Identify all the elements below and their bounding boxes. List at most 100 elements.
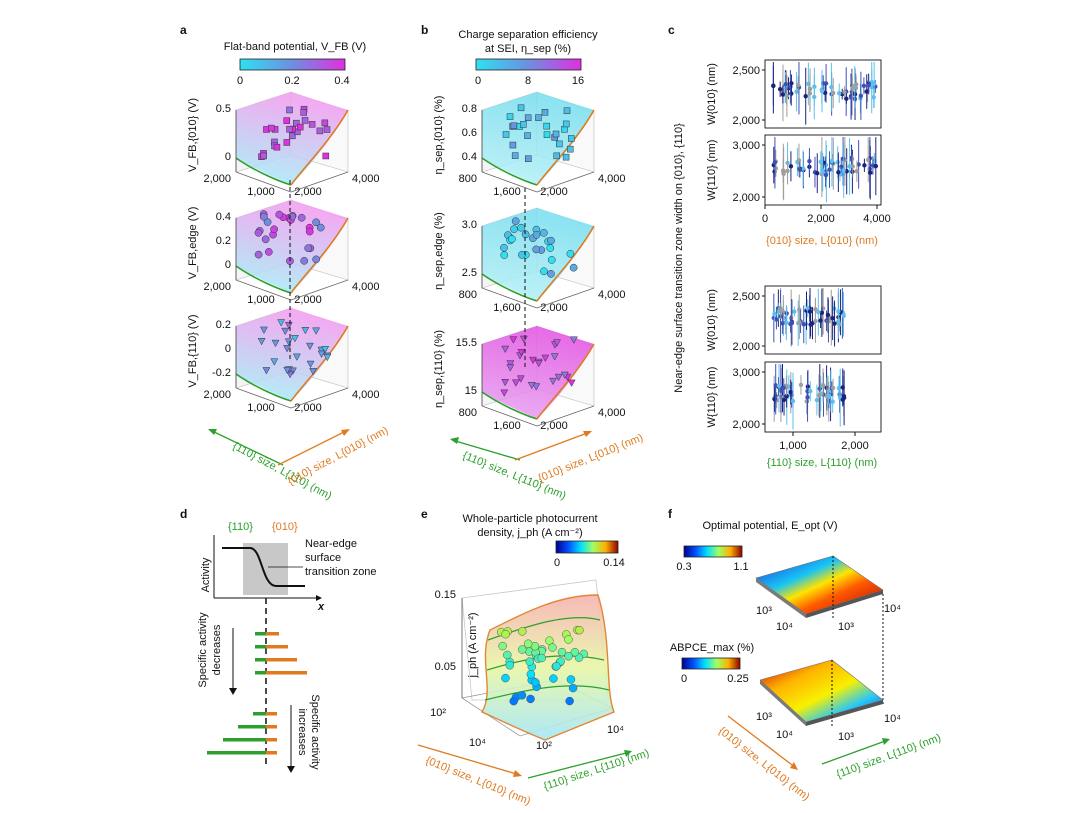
x-tick: 0	[762, 213, 768, 225]
data-point	[267, 124, 275, 132]
data-point	[277, 319, 286, 327]
data-point	[818, 318, 823, 323]
data-point	[569, 336, 578, 344]
panel-d-bar	[266, 658, 297, 662]
data-point	[862, 163, 867, 168]
x-tick: 2,000	[841, 440, 869, 452]
data-point	[864, 89, 869, 94]
data-point	[521, 230, 530, 239]
panel-b-arrowhead-110	[450, 437, 459, 444]
data-point	[518, 627, 527, 636]
panel-f-cb1-tick-1: 1.1	[733, 561, 748, 573]
y-label: W{010} (nm)	[706, 63, 718, 125]
panel-c-bot-w110: 2,000 3,000 W{110} (nm)	[706, 361, 882, 433]
data-point	[781, 171, 786, 177]
data-point	[550, 353, 559, 361]
z-label: η_sep,edge (%)	[433, 212, 445, 290]
data-point	[547, 236, 555, 245]
data-point	[262, 367, 271, 375]
data-point	[312, 255, 321, 264]
panel-a-colorbar-title: Flat-band potential, V_FB (V)	[224, 41, 366, 53]
data-point	[873, 163, 879, 169]
panel-e-arrowhead-010	[513, 770, 522, 777]
panel-c-top-w010: 2,000 2,500 W{010} (nm)	[706, 59, 882, 129]
panel-d-face-110: {110}	[228, 521, 253, 533]
data-point	[532, 383, 541, 391]
panel-b-arrow-010	[514, 431, 591, 461]
data-point	[286, 125, 293, 133]
z-tick: 0.2	[216, 319, 231, 331]
panel-a-cb-tick-2: 0.4	[334, 75, 349, 87]
panel-e-arrowhead-110	[624, 750, 632, 757]
data-point	[840, 397, 845, 402]
panel-b: b Charge separation efficiency at SEI, η…	[421, 23, 645, 502]
data-point	[554, 373, 563, 382]
edge-green	[481, 391, 538, 420]
data-point	[557, 647, 567, 657]
y-tick: 3,000	[732, 367, 760, 379]
panel-f-bot-ft-2: 10³	[838, 731, 854, 743]
panel-d-arrowhead-increases	[287, 766, 295, 773]
panel-a-cb-tick-1: 0.2	[284, 75, 299, 87]
data-point	[861, 83, 867, 88]
data-point	[788, 389, 793, 395]
data-point	[517, 104, 525, 112]
panel-f-bot-ft-3: 10⁴	[884, 713, 901, 725]
z-tick: -0.2	[212, 367, 231, 379]
panel-c-plots: 2,000 2,500 W{010} (nm) 2,000 3,000 W{110} (n…	[706, 59, 891, 452]
y-tick: 2,000	[732, 419, 760, 431]
data-point	[517, 348, 526, 357]
panel-e-arrow-110	[527, 751, 631, 779]
data-point	[807, 158, 812, 164]
z-label: V_FB,{010} (V)	[187, 98, 199, 172]
data-point	[789, 81, 794, 86]
z-tick: 0.5	[216, 103, 231, 115]
data-point	[309, 368, 318, 376]
floor-tick: 2,000	[294, 294, 322, 306]
panel-d-bar	[255, 658, 266, 662]
panel-d-increases-1: Specific activity	[309, 694, 321, 770]
data-point	[300, 256, 309, 265]
panel-d-bar	[207, 751, 266, 755]
floor-edge	[536, 405, 595, 427]
z-tick: 15.5	[456, 337, 477, 349]
data-point	[516, 375, 525, 383]
panel-e-colorbar	[555, 540, 619, 554]
data-point	[835, 160, 840, 165]
panel-e-surface	[480, 594, 615, 741]
floor-edge	[235, 171, 292, 193]
panel-f-surface-2-edge	[806, 700, 883, 726]
panel-d-bar	[266, 645, 288, 649]
panel-a-cube: 0 0.2 0.4 V_FB,edge (V) 2,000 1,000 2,000 4,000	[187, 199, 380, 306]
data-point	[772, 397, 777, 402]
floor-tick: 1,600	[493, 302, 521, 314]
x-tick: 4,000	[863, 213, 891, 225]
panel-f-bot-ft-0: 10³	[756, 711, 772, 723]
y-label: W{110} (nm)	[706, 367, 718, 428]
data-point	[501, 673, 510, 683]
panel-d-increases-2: increases	[296, 708, 308, 756]
data-point	[565, 696, 574, 706]
data-point	[283, 345, 292, 353]
panel-b-cb-tick-0: 0	[475, 75, 481, 87]
data-point	[866, 157, 871, 163]
floor-edge	[290, 279, 349, 301]
data-point	[500, 389, 509, 397]
panel-e-zt-1: 0.05	[435, 661, 456, 673]
floor-tick: 2,000	[540, 302, 568, 314]
panel-d-decreases-1: Specific activity	[197, 612, 209, 688]
data-point	[820, 169, 825, 175]
data-point	[292, 353, 301, 361]
data-point	[552, 661, 561, 671]
data-point	[502, 131, 510, 138]
data-point	[785, 168, 790, 174]
data-point	[540, 267, 548, 276]
panel-f-surface-1-edge	[806, 590, 883, 618]
data-point	[842, 90, 847, 95]
data-point	[563, 107, 571, 115]
panel-f-colorbar-2	[681, 657, 741, 670]
data-point	[798, 382, 804, 388]
z-tick: 0.2	[216, 235, 231, 247]
floor-tick: 4,000	[598, 173, 626, 185]
panel-a-label: a	[180, 23, 187, 37]
